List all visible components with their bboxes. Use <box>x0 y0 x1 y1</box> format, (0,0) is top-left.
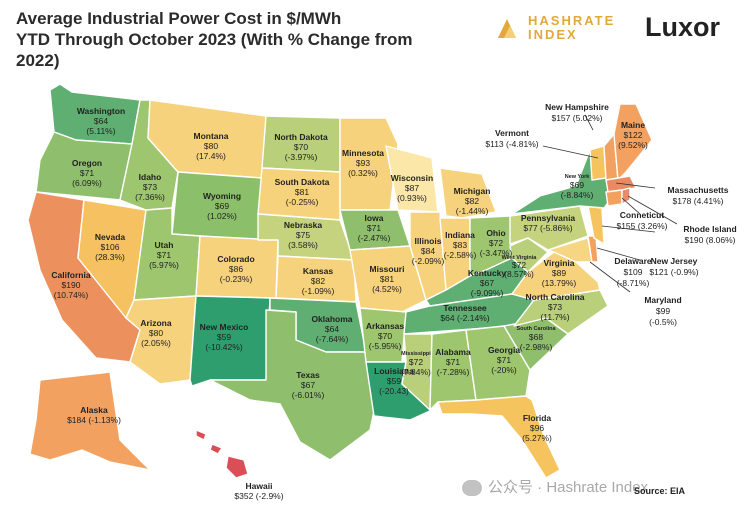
label-ky: Kentucky $67 (-9.09%) <box>468 268 507 298</box>
index-brand-text: INDEX <box>528 27 578 42</box>
state-alaska <box>29 371 151 471</box>
label-nd: North Dakota $70 (-3.97%) <box>274 132 328 162</box>
label-ar: Arkansas $70 (-5.95%) <box>366 321 405 351</box>
label-vt: Vermont $113 (-4.81%) <box>485 128 538 149</box>
state-georgia <box>465 325 531 401</box>
label-wa: Washington $64 (5.11%) <box>77 106 125 136</box>
label-ms: Mississippi $72 (7.84%) <box>401 351 431 377</box>
callout-lines <box>542 114 678 293</box>
label-oh: Ohio $72 (-3.47%) <box>480 228 513 258</box>
state-labels: Washington $64 (5.11%) Oregon $71 (6.09%) Ca… <box>51 106 648 501</box>
label-ok: Oklahoma $64 (-7.64%) <box>311 314 352 344</box>
label-or: Oregon $71 (6.09%) <box>72 158 102 188</box>
title-line-3: 2022) <box>16 51 60 70</box>
label-wi: Wisconsin $87 (0.93%) <box>391 173 433 203</box>
label-sd: South Dakota $81 (-0.25%) <box>275 177 330 207</box>
label-ut: Utah $71 (5.97%) <box>149 240 179 270</box>
hashrate-index-logo: HASHRATE INDEX <box>494 14 615 42</box>
label-me: Maine $122 (9.52%) <box>618 120 648 150</box>
label-wy: Wyoming $69 (1.02%) <box>203 191 241 221</box>
state-connecticut <box>605 189 623 207</box>
label-al: Alabama $71 (-7.28%) <box>435 347 471 377</box>
label-il: Illinois $84 (-2.09%) <box>412 236 445 266</box>
label-mn: Minnesota $93 (0.32%) <box>342 148 384 178</box>
label-ak: Alaska $184 (-1.13%) <box>67 405 121 425</box>
label-nm: New Mexico $59 (-10.42%) <box>200 322 249 352</box>
luxor-logo: Luxor <box>645 12 720 43</box>
label-ia: Iowa $71 (-2.47%) <box>358 213 391 243</box>
label-va: Virginia $89 (13.79%) <box>542 258 577 288</box>
state-virginia <box>511 251 601 301</box>
hashrate-brand-text: HASHRATE <box>528 13 616 28</box>
state-michigan <box>439 167 497 219</box>
label-de: Delaware $109 (-8.71%) <box>614 256 652 288</box>
label-ks: Kansas $82 (-1.09%) <box>302 266 335 296</box>
label-fl: Florida $96 (5.27%) <box>522 413 552 443</box>
label-nc: North Carolina $73 (11.7%) <box>525 292 584 322</box>
label-ny: New York $69 (-8.84%) <box>561 174 594 200</box>
label-ca: California $190 (10.74%) <box>51 270 90 300</box>
watermark-text: 公众号 · Hashrate Index <box>488 479 649 496</box>
label-nj: New Jersey $121 (-0.9%) <box>649 256 698 277</box>
title-line-1: Average Industrial Power Cost in $/MWh <box>16 9 342 28</box>
label-co: Colorado $86 (-0.23%) <box>217 254 254 284</box>
label-tn: Tennessee $64 (-2.14%) <box>440 303 489 323</box>
chart-title: Average Industrial Power Cost in $/MWh Y… <box>16 8 486 71</box>
label-wv: West Virginia $72 (8.57%) <box>502 255 538 279</box>
label-ri: Rhode Island $190 (8.06%) <box>683 224 736 245</box>
state-hawaii <box>195 429 249 479</box>
label-ga: Georgia $71 (-20%) <box>488 345 520 375</box>
label-pa: Pennsylvania $77 (-5.86%) <box>521 213 576 233</box>
label-id: Idaho $73 (7.36%) <box>135 172 165 202</box>
label-nh: New Hampshire $157 (5.02%) <box>545 102 609 123</box>
label-nv: Nevada $106 (28.3%) <box>95 232 126 262</box>
label-mi: Michigan $82 (-1.44%) <box>454 186 491 216</box>
label-ne: Nebraska $75 (3.58%) <box>284 220 323 250</box>
luxor-brand-text: Luxor <box>645 12 721 42</box>
label-md: Maryland $99 (-0.5%) <box>644 295 681 327</box>
title-line-2: YTD Through October 2023 (With % Change … <box>16 30 413 49</box>
label-ma: Massachusetts $178 (4.41%) <box>668 185 729 206</box>
label-tx: Texas $67 (-6.01%) <box>292 370 325 400</box>
callout-labels: New Hampshire $157 (5.02%) Vermont $113 (-… <box>485 102 736 327</box>
state-missouri <box>349 245 427 313</box>
state-maryland <box>547 237 593 263</box>
label-la: Louisiana $59 (-20.43) <box>374 366 414 396</box>
label-mt: Montana $80 (17.4%) <box>194 131 229 161</box>
label-in: Indiana $83 (-2.58%) <box>444 230 477 260</box>
label-sc: South Carolina $68 (-2.98%) <box>516 326 556 352</box>
label-az: Arizona $80 (2.05%) <box>140 318 171 348</box>
label-mo: Missouri $81 (4.52%) <box>370 264 405 294</box>
wechat-icon <box>462 480 482 497</box>
state-mississippi <box>401 333 433 411</box>
hashrate-triangle-icon <box>498 19 516 38</box>
source-note: Source: EIA <box>634 486 686 496</box>
watermark: 公众号 · Hashrate Index <box>462 476 648 497</box>
label-ct: Conneticut $155 (3.26%) <box>616 210 667 231</box>
label-hi: Hawaii $352 (-2.9%) <box>234 481 283 501</box>
state-florida <box>437 395 561 479</box>
state-texas <box>209 309 379 461</box>
